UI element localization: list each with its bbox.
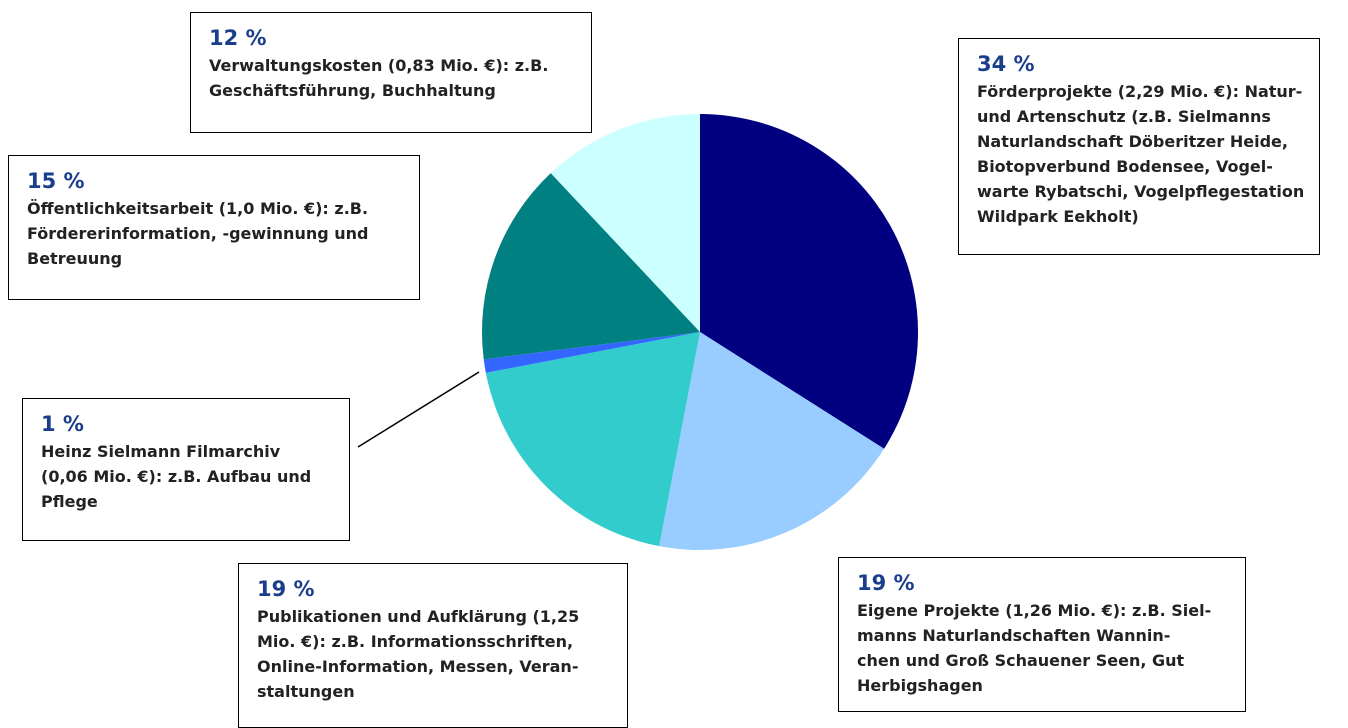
label-box: 19 % Publikationen und Aufklärung (1,25 Mi… — [238, 563, 628, 728]
label-box: 34 % Förderprojekte (2,29 Mio. €): Natur-… — [958, 38, 1320, 255]
leader-line — [357, 371, 480, 448]
description-line: chen und Groß Schauener Seen, Gut — [857, 651, 1185, 670]
label-box: 1 % Heinz Sielmann Filmarchiv (0,06 Mio. €… — [22, 398, 350, 541]
label-box: 15 % Öffentlichkeitsarbeit (1,0 Mio. €): … — [8, 155, 420, 300]
description-line: Online-Information, Messen, Veran- — [257, 657, 579, 676]
description-line: Wildpark Eekholt) — [977, 207, 1139, 226]
description-line: Herbigshagen — [857, 676, 983, 695]
pie-slice — [700, 114, 918, 449]
description-line: manns Naturlandschaften Wannin- — [857, 626, 1171, 645]
pie-slice — [659, 332, 885, 550]
percent-label: 15 % — [27, 169, 85, 193]
percent-label: 19 % — [257, 577, 315, 601]
description-line: Mio. €): z.B. Informationsschriften, — [257, 632, 574, 651]
description-line: warte Rybatschi, Vogelpflegestation — [977, 182, 1305, 201]
label-box: 12 % Verwaltungskosten (0,83 Mio. €): z.B… — [190, 12, 592, 133]
description-line: Verwaltungskosten (0,83 Mio. €): z.B. — [209, 56, 549, 75]
description-line: Naturlandschaft Döberitzer Heide, — [977, 132, 1288, 151]
percent-label: 19 % — [857, 571, 915, 595]
percent-label: 12 % — [209, 26, 267, 50]
description-line: Fördererinformation, -gewinnung und — [27, 224, 369, 243]
pie-slice — [485, 332, 700, 547]
description-line: Heinz Sielmann Filmarchiv — [41, 442, 281, 461]
description-line: Biotopverbund Bodensee, Vogel- — [977, 157, 1273, 176]
pie-slice — [482, 173, 700, 360]
description-line: Förderprojekte (2,29 Mio. €): Natur- — [977, 82, 1303, 101]
description-line: Eigene Projekte (1,26 Mio. €): z.B. Siel… — [857, 601, 1212, 620]
pie-slice — [483, 332, 700, 373]
description-line: Pflege — [41, 492, 98, 511]
description-line: Betreuung — [27, 249, 123, 268]
description-line: Geschäftsführung, Buchhaltung — [209, 81, 496, 100]
description-line: (0,06 Mio. €): z.B. Aufbau und — [41, 467, 312, 486]
label-box: 19 % Eigene Projekte (1,26 Mio. €): z.B. … — [838, 557, 1246, 712]
percent-label: 1 % — [41, 412, 84, 436]
percent-label: 34 % — [977, 52, 1035, 76]
description-line: und Artenschutz (z.B. Sielmanns — [977, 107, 1271, 126]
description-line: Öffentlichkeitsarbeit (1,0 Mio. €): z.B. — [27, 199, 369, 218]
pie-slice — [550, 114, 700, 332]
description-line: staltungen — [257, 682, 355, 701]
description-line: Publikationen und Aufklärung (1,25 — [257, 607, 580, 626]
